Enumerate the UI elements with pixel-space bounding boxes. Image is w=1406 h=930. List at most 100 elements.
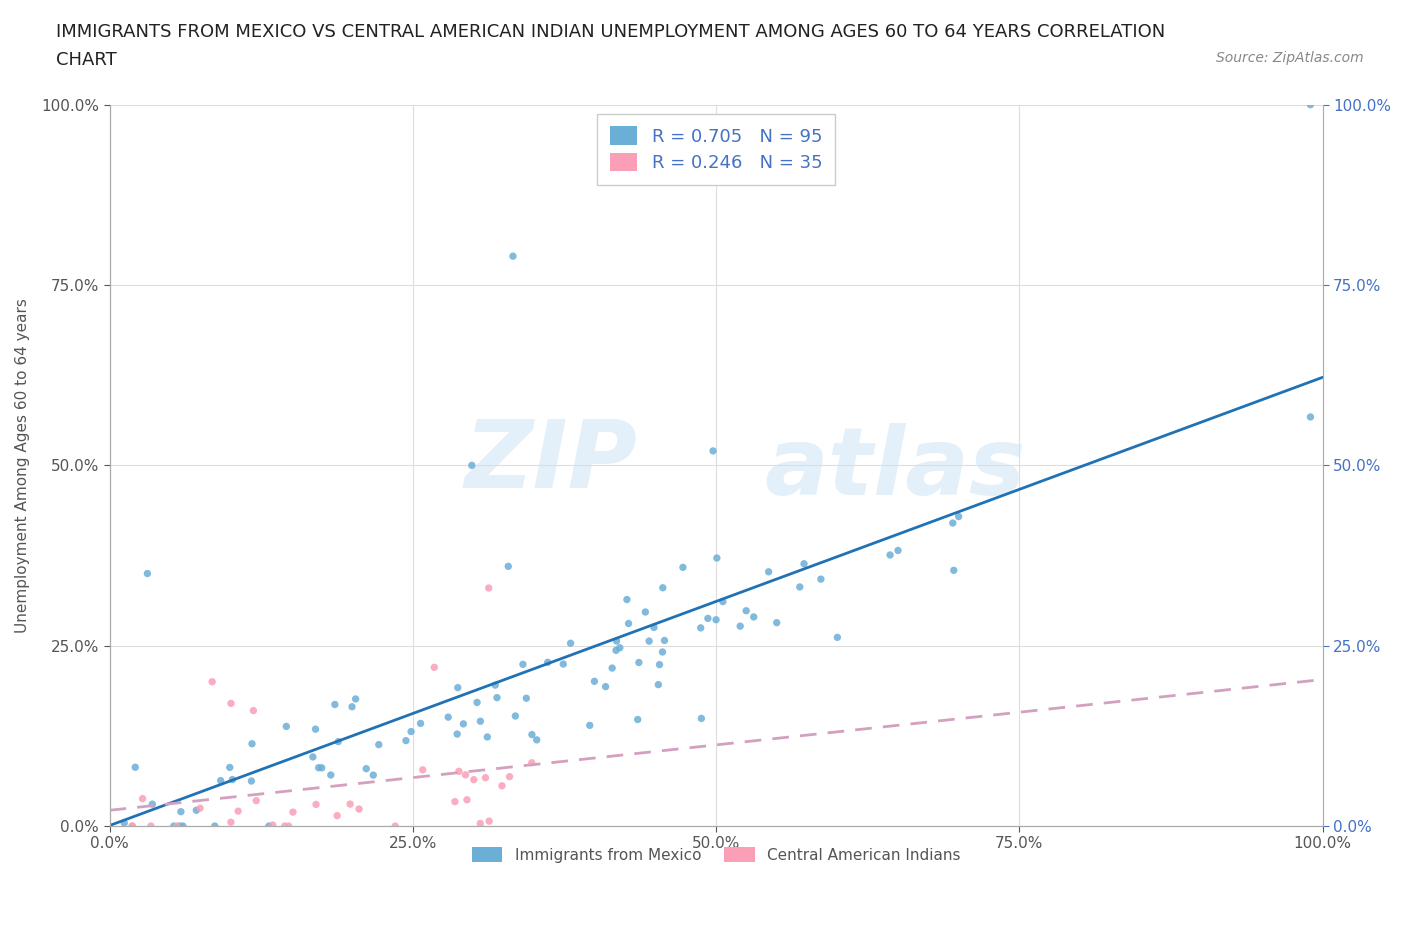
Point <box>326 808 349 823</box>
Point <box>219 696 242 711</box>
Point <box>218 760 240 775</box>
Point <box>651 644 673 659</box>
Point <box>648 658 671 672</box>
Point <box>758 565 780 579</box>
Point <box>124 760 146 775</box>
Point <box>308 760 330 775</box>
Point <box>463 772 485 787</box>
Point <box>643 620 665 635</box>
Point <box>328 734 350 749</box>
Point <box>423 660 446 675</box>
Point <box>209 773 232 788</box>
Point <box>470 816 492 830</box>
Point <box>638 633 661 648</box>
Point <box>339 797 361 812</box>
Point <box>361 767 384 782</box>
Text: atlas: atlas <box>765 423 1026 515</box>
Point <box>491 778 513 793</box>
Point <box>384 818 406 833</box>
Point <box>827 630 849 644</box>
Point <box>606 633 628 648</box>
Point <box>609 641 631 656</box>
Point <box>340 699 363 714</box>
Point <box>647 677 669 692</box>
Point <box>702 444 724 458</box>
Point <box>696 611 718 626</box>
Point <box>453 716 475 731</box>
Point <box>169 818 191 833</box>
Point <box>474 770 496 785</box>
Point <box>446 726 468 741</box>
Point <box>121 818 143 833</box>
Point <box>502 248 524 263</box>
Point <box>1299 409 1322 424</box>
Point <box>578 718 600 733</box>
Point <box>526 733 548 748</box>
Point <box>505 709 527 724</box>
Point <box>887 543 910 558</box>
Text: CHART: CHART <box>56 51 117 69</box>
Point <box>627 655 650 670</box>
Point <box>112 816 135 830</box>
Point <box>520 727 543 742</box>
Point <box>311 761 333 776</box>
Point <box>498 769 520 784</box>
Point <box>651 580 673 595</box>
Point <box>447 680 470 695</box>
Point <box>810 572 832 587</box>
Point <box>344 692 367 707</box>
Point <box>654 633 676 648</box>
Point <box>305 797 328 812</box>
Point <box>454 767 477 782</box>
Text: ZIP: ZIP <box>464 416 637 508</box>
Point <box>634 604 657 619</box>
Point <box>399 724 422 739</box>
Point <box>470 714 492 729</box>
Legend: Immigrants from Mexico, Central American Indians: Immigrants from Mexico, Central American… <box>465 841 966 869</box>
Point <box>498 559 520 574</box>
Point <box>412 763 434 777</box>
Point <box>537 655 560 670</box>
Point <box>515 691 537 706</box>
Point <box>444 794 467 809</box>
Point <box>163 818 186 833</box>
Point <box>512 657 534 671</box>
Point <box>942 515 965 530</box>
Point <box>605 643 627 658</box>
Point <box>465 695 488 710</box>
Point <box>166 818 188 833</box>
Point <box>437 710 460 724</box>
Point <box>583 674 606 689</box>
Point <box>257 818 280 833</box>
Point <box>277 818 299 833</box>
Point <box>560 636 582 651</box>
Point <box>765 616 787 631</box>
Point <box>347 802 370 817</box>
Point <box>302 750 325 764</box>
Point <box>276 719 298 734</box>
Text: Source: ZipAtlas.com: Source: ZipAtlas.com <box>1216 51 1364 65</box>
Point <box>204 818 226 833</box>
Point <box>689 620 711 635</box>
Point <box>520 755 543 770</box>
Point <box>478 580 501 595</box>
Y-axis label: Unemployment Among Ages 60 to 64 years: Unemployment Among Ages 60 to 64 years <box>15 298 30 632</box>
Point <box>617 616 640 631</box>
Point <box>672 560 695 575</box>
Point <box>789 579 811 594</box>
Point <box>711 594 734 609</box>
Point <box>485 690 508 705</box>
Point <box>728 618 751 633</box>
Point <box>793 556 815 571</box>
Point <box>478 814 501 829</box>
Point <box>948 509 970 524</box>
Point <box>1299 98 1322 113</box>
Point <box>121 818 143 833</box>
Point <box>735 604 758 618</box>
Point <box>188 801 211 816</box>
Point <box>553 657 575 671</box>
Point <box>131 791 153 806</box>
Point <box>742 609 765 624</box>
Point <box>240 774 263 789</box>
Point <box>172 818 194 833</box>
